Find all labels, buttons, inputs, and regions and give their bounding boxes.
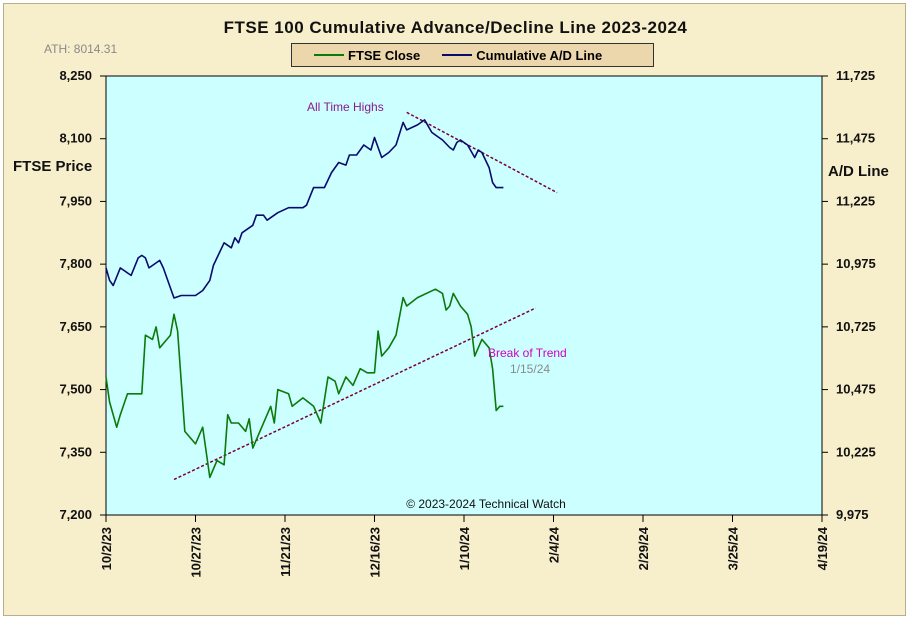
y-right-tick-label: 11,725: [836, 68, 875, 83]
y-right-tick-label: 10,975: [836, 256, 876, 271]
y-right-tick-label: 10,725: [836, 319, 876, 334]
y-right-tick-label: 11,225: [836, 193, 875, 208]
chart-title: FTSE 100 Cumulative Advance/Decline Line…: [223, 18, 688, 37]
legend-label-ftse: FTSE Close: [348, 47, 421, 63]
x-tick-label: 2/29/24: [636, 526, 651, 570]
x-tick-label: 10/2/23: [99, 527, 114, 570]
annotation-break-of-trend: Break of Trend: [488, 346, 567, 360]
x-tick-label: 12/16/23: [368, 527, 383, 578]
ath-label: ATH: 8014.31: [44, 42, 118, 56]
x-tick-label: 11/21/23: [278, 527, 293, 577]
y-right-tick-label: 11,475: [836, 131, 875, 146]
y-left-tick-label: 7,500: [59, 382, 92, 397]
legend-label-ad: Cumulative A/D Line: [476, 47, 603, 63]
y-left-tick-label: 7,650: [59, 319, 92, 334]
x-tick-label: 4/19/24: [815, 526, 830, 570]
legend-item-ad: Cumulative A/D Line: [442, 48, 602, 63]
y-left-tick-label: 8,100: [59, 131, 92, 146]
y-right-tick-label: 10,475: [836, 382, 876, 397]
annotation-all-time-highs: All Time Highs: [307, 100, 384, 114]
series-line-cumulative-ad: [105, 119, 504, 299]
legend: FTSE Close Cumulative A/D Line: [291, 43, 654, 67]
trendline-ftse-support: [173, 307, 536, 481]
legend-item-ftse: FTSE Close: [314, 48, 420, 63]
y-left-tick-label: 8,250: [59, 68, 92, 83]
copyright-text: © 2023-2024 Technical Watch: [406, 497, 566, 511]
x-tick-label: 2/4/24: [547, 526, 562, 563]
annotation-break-date: 1/15/24: [510, 362, 550, 376]
y-axis-right-label: A/D Line: [828, 163, 889, 180]
legend-swatch-ad: [442, 54, 473, 56]
x-tick-label: 10/27/23: [189, 527, 204, 578]
y-left-tick-label: 7,800: [59, 256, 92, 271]
series-line-ftse-close: [105, 288, 504, 479]
y-right-tick-label: 9,975: [836, 507, 869, 522]
legend-swatch-ftse: [314, 54, 344, 56]
y-left-tick-label: 7,350: [59, 444, 92, 459]
x-tick-label: 3/25/24: [726, 526, 741, 570]
y-axis-left-label: FTSE Price: [13, 158, 93, 175]
y-right-tick-label: 10,225: [836, 444, 876, 459]
x-tick-label: 1/10/24: [457, 526, 472, 570]
y-left-tick-label: 7,950: [59, 193, 92, 208]
y-left-tick-label: 7,200: [59, 507, 92, 522]
